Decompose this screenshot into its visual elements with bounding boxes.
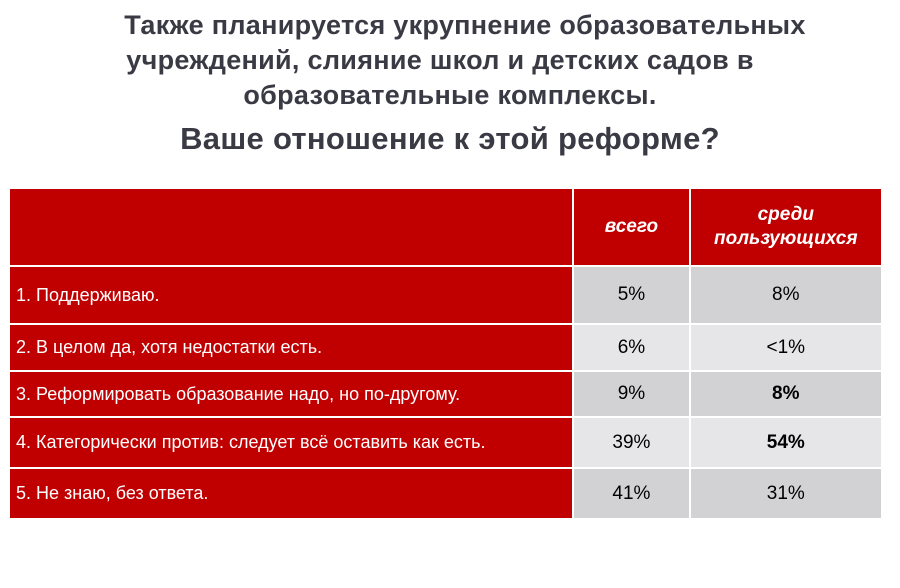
- table-row: 3. Реформировать образование надо, но по…: [10, 372, 881, 416]
- table-row: 2. В целом да, хотя недостатки есть. 6% …: [10, 325, 881, 370]
- answer-label: 2. В целом да, хотя недостатки есть.: [10, 325, 573, 370]
- header-all: всего: [574, 189, 689, 265]
- value-all: 9%: [574, 372, 689, 416]
- survey-question: Ваше отношение к этой реформе?: [180, 121, 720, 156]
- table-header-row: всего среди пользующихся: [10, 189, 881, 265]
- value-all: 5%: [574, 267, 689, 323]
- answer-label: 3. Реформировать образование надо, но по…: [10, 372, 573, 416]
- title-line-3: образовательные комплексы.: [243, 80, 657, 110]
- table-row: 4. Категорически против: следует всё ост…: [10, 418, 881, 467]
- slide-title: Также планируется укрупнение образовател…: [0, 8, 900, 113]
- value-all: 6%: [574, 325, 689, 370]
- answer-label: 4. Категорически против: следует всё ост…: [10, 418, 573, 467]
- header-label-cell: [10, 189, 573, 265]
- table-row: 1. Поддерживаю. 5% 8%: [10, 267, 881, 323]
- title-line-2: учреждений, слияние школ и детских садов…: [126, 45, 754, 75]
- header-users: среди пользующихся: [690, 189, 881, 265]
- value-all: 41%: [574, 469, 689, 518]
- answer-label: 1. Поддерживаю.: [10, 267, 573, 323]
- title-line-1: Также планируется укрупнение образовател…: [124, 10, 806, 40]
- value-users: 54%: [690, 418, 881, 467]
- value-all: 39%: [574, 418, 689, 467]
- value-users: <1%: [690, 325, 881, 370]
- answer-label: 5. Не знаю, без ответа.: [10, 469, 573, 518]
- value-users: 8%: [690, 372, 881, 416]
- value-users: 8%: [690, 267, 881, 323]
- table-row: 5. Не знаю, без ответа. 41% 31%: [10, 469, 881, 518]
- survey-table: всего среди пользующихся 1. Поддерживаю.…: [8, 187, 883, 520]
- value-users: 31%: [690, 469, 881, 518]
